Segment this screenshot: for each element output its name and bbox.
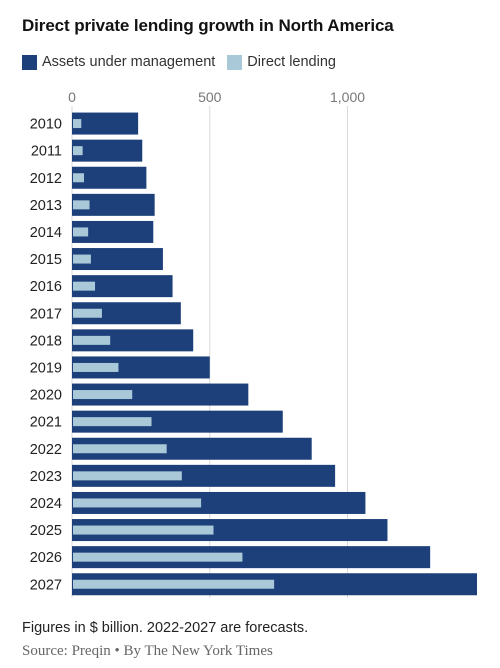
bar-aum: [72, 410, 283, 433]
bar-chart: 0 500 1,000 2010 2011 2012 2013 2014 2015 2016 201…: [30, 89, 477, 598]
category-label: 2023: [30, 469, 62, 485]
chart-source: Source: Preqin • By The New York Times: [22, 643, 273, 659]
category-label: 2027: [30, 577, 62, 593]
bar-aum: [72, 193, 155, 216]
legend-item-aum: Assets under management: [22, 54, 215, 70]
bar-direct-lending: [73, 417, 152, 427]
legend-swatch-direct-lending: [227, 54, 243, 70]
bar-direct-lending: [73, 281, 96, 291]
x-tick-label: 500: [198, 89, 222, 105]
bar-direct-lending: [73, 444, 167, 454]
legend-item-direct-lending: Direct lending: [227, 54, 336, 70]
bar-direct-lending: [73, 335, 111, 345]
bar-aum: [72, 573, 477, 596]
bar-direct-lending: [73, 227, 89, 237]
category-label: 2025: [30, 523, 62, 539]
bar-aum: [72, 356, 210, 379]
chart-legend: Assets under management Direct lending: [22, 54, 348, 70]
bar-aum: [72, 437, 312, 460]
bar-aum: [72, 139, 143, 162]
bar-direct-lending: [73, 173, 85, 183]
bar-aum: [72, 546, 431, 569]
category-label: 2012: [30, 171, 62, 187]
category-label: 2022: [30, 442, 62, 458]
bar-direct-lending: [73, 498, 202, 508]
category-label: 2021: [30, 415, 62, 431]
bar-aum: [72, 329, 194, 352]
bar-direct-lending: [73, 390, 133, 400]
bar-aum: [72, 302, 181, 325]
bar-direct-lending: [73, 119, 82, 129]
bar-aum: [72, 464, 336, 487]
category-label: 2011: [31, 144, 62, 160]
bar-aum: [72, 519, 388, 542]
category-label: 2013: [30, 198, 62, 214]
bar-direct-lending: [73, 471, 182, 481]
category-label: 2019: [30, 360, 62, 376]
category-label: 2026: [30, 550, 62, 566]
category-label: 2010: [30, 117, 62, 133]
bar-direct-lending: [73, 254, 91, 264]
category-label: 2024: [30, 496, 62, 512]
bar-aum: [72, 112, 139, 135]
bar-aum: [72, 248, 163, 271]
bar-aum: [72, 220, 154, 243]
chart-title: Direct private lending growth in North A…: [22, 16, 394, 35]
category-label: 2014: [30, 225, 62, 241]
bar-direct-lending: [73, 525, 214, 535]
bar-aum: [72, 275, 173, 298]
bar-direct-lending: [73, 552, 243, 562]
category-label: 2017: [30, 306, 62, 322]
bar-aum: [72, 166, 147, 189]
category-label: 2016: [30, 279, 62, 295]
legend-swatch-aum: [22, 54, 37, 70]
legend-label-aum: Assets under management: [42, 54, 216, 70]
bar-aum: [72, 491, 366, 514]
bar-direct-lending: [73, 308, 102, 318]
category-label: 2015: [30, 252, 62, 268]
x-tick-label: 1,000: [330, 89, 365, 105]
bar-direct-lending: [73, 362, 119, 372]
x-tick-label: 0: [68, 89, 76, 105]
bar-direct-lending: [73, 200, 90, 210]
category-label: 2018: [30, 333, 62, 349]
bar-direct-lending: [73, 579, 275, 589]
legend-label-direct-lending: Direct lending: [247, 54, 336, 70]
bar-aum: [72, 383, 249, 406]
bar-direct-lending: [73, 146, 83, 156]
chart-footnote: Figures in $ billion. 2022-2027 are fore…: [22, 620, 309, 636]
category-label: 2020: [30, 388, 62, 404]
